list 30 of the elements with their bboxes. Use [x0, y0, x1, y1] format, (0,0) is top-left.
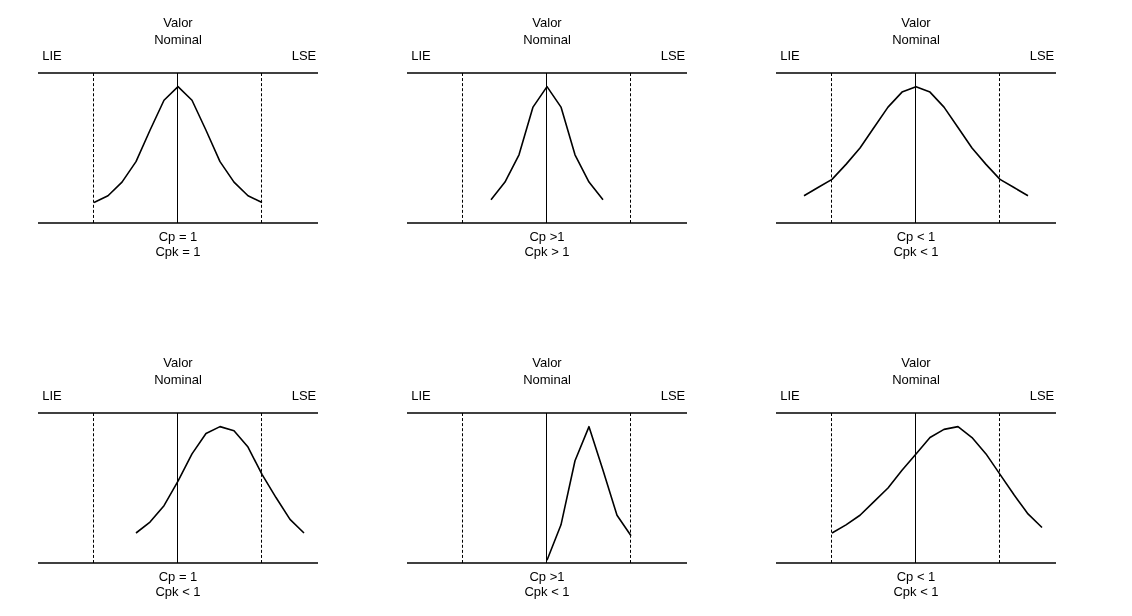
text: LSE	[660, 388, 686, 403]
text: Valor Nominal	[523, 15, 571, 47]
text: Valor Nominal	[892, 355, 940, 387]
text: Valor Nominal	[154, 15, 202, 47]
text: Cpk < 1	[893, 584, 939, 599]
text: Cp = 1	[158, 569, 198, 584]
text: Valor Nominal	[154, 355, 202, 387]
text: LIE	[411, 388, 432, 403]
text: LSE	[291, 48, 317, 63]
text: LIE	[42, 48, 63, 63]
text: LIE	[42, 388, 63, 403]
text: Cpk < 1	[893, 244, 939, 259]
text: LSE	[291, 388, 317, 403]
text: Cp >1	[529, 569, 565, 584]
text: Cp >1	[529, 229, 565, 244]
text: LSE	[660, 48, 686, 63]
text: Cpk = 1	[155, 244, 201, 259]
text: Cpk > 1	[524, 244, 570, 259]
text: LSE	[1029, 388, 1055, 403]
text: LIE	[780, 388, 801, 403]
text: Cpk < 1	[155, 584, 201, 599]
text: Cp < 1	[896, 229, 936, 244]
text: Valor Nominal	[892, 15, 940, 47]
text: LIE	[411, 48, 432, 63]
text: Cpk < 1	[524, 584, 570, 599]
text: LIE	[780, 48, 801, 63]
text: Cp < 1	[896, 569, 936, 584]
text: Valor Nominal	[523, 355, 571, 387]
text: Cp = 1	[158, 229, 198, 244]
text: LSE	[1029, 48, 1055, 63]
